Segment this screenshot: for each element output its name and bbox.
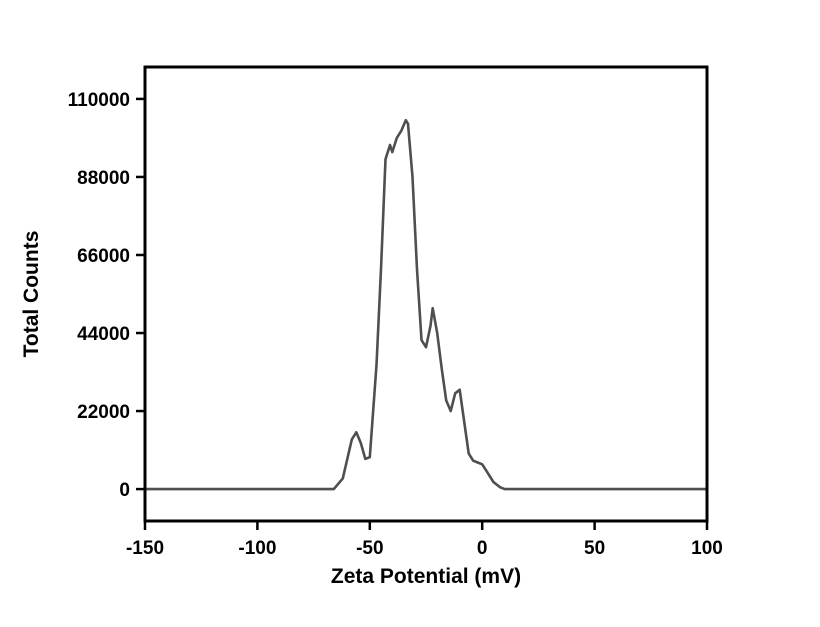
x-tick-label: 0 — [477, 538, 488, 559]
data-line-series — [143, 118, 709, 491]
y-tick-label: 66000 — [77, 246, 130, 267]
x-tick-label: -100 — [238, 538, 276, 559]
y-tick-label: 88000 — [77, 168, 130, 189]
y-tick-label: 110000 — [68, 90, 130, 111]
y-tick-label: 44000 — [77, 324, 130, 345]
y-tick-label: 0 — [119, 480, 130, 501]
x-tick-label: 50 — [584, 538, 605, 559]
x-tick-label: 100 — [691, 538, 723, 559]
x-tick-label: -150 — [126, 538, 164, 559]
x-axis-title: Zeta Potential (mV) — [330, 565, 522, 588]
y-tick-label: 22000 — [77, 402, 130, 423]
x-tick-label: -50 — [356, 538, 383, 559]
plot-border — [143, 65, 709, 523]
